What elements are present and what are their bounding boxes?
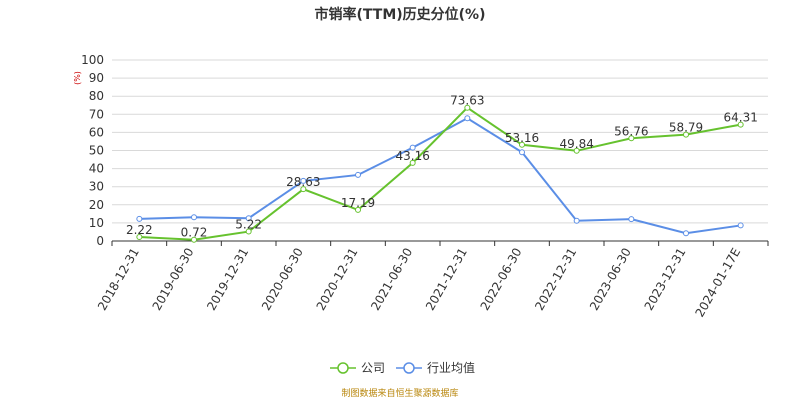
x-tick-label: 2019-06-30 bbox=[150, 246, 197, 313]
x-tick-label: 2023-06-30 bbox=[587, 246, 634, 313]
x-tick-label: 2022-06-30 bbox=[478, 246, 525, 313]
data-point bbox=[683, 230, 689, 237]
data-label: 17.19 bbox=[341, 196, 375, 210]
legend-marker bbox=[337, 362, 349, 374]
data-label: 73.63 bbox=[450, 94, 484, 108]
y-tick-label: 90 bbox=[89, 71, 104, 85]
x-tick-label: 2019-12-31 bbox=[204, 246, 251, 313]
data-point bbox=[245, 215, 252, 222]
data-point bbox=[136, 215, 143, 222]
x-tick-label: 2018-12-31 bbox=[95, 246, 142, 313]
data-point bbox=[191, 214, 197, 221]
data-label: 0.72 bbox=[181, 226, 208, 240]
data-label-layer: 2.22 0.72 5.22 28.63 17.19 43.16 73.63 53.16 49.… bbox=[126, 94, 758, 240]
data-point bbox=[355, 206, 361, 213]
source-note: 制图数据来自恒生聚源数据库 bbox=[341, 387, 458, 399]
series-line-1 bbox=[139, 117, 741, 235]
data-point bbox=[683, 131, 689, 138]
data-point bbox=[409, 159, 416, 166]
data-label: 5.22 bbox=[235, 218, 262, 232]
data-point bbox=[519, 149, 525, 156]
x-tick-label: 2020-06-30 bbox=[259, 246, 306, 313]
y-tick-label: 50 bbox=[89, 144, 104, 158]
y-tick-label: 0 bbox=[96, 234, 104, 248]
y-tick-label: 30 bbox=[89, 180, 104, 194]
y-tick-label: 80 bbox=[89, 89, 104, 103]
data-point bbox=[737, 222, 744, 229]
data-point bbox=[300, 186, 307, 193]
data-label: 64.31 bbox=[723, 111, 757, 125]
x-tick-label: 2023-12-31 bbox=[642, 246, 689, 313]
y-tick-label: 100 bbox=[81, 53, 104, 67]
data-point bbox=[300, 177, 307, 184]
data-label: 2.22 bbox=[126, 223, 153, 237]
data-point bbox=[519, 141, 525, 148]
data-point bbox=[191, 236, 197, 243]
data-point bbox=[573, 147, 580, 154]
data-label: 49.84 bbox=[559, 137, 593, 151]
y-tick-label: 60 bbox=[89, 125, 104, 139]
y-tick-label: 40 bbox=[89, 162, 104, 176]
data-point bbox=[136, 233, 143, 240]
data-label: 28.63 bbox=[286, 175, 320, 189]
data-label: 53.16 bbox=[505, 131, 539, 145]
data-point bbox=[245, 228, 252, 235]
data-label: 58.79 bbox=[669, 121, 703, 135]
legend-item-0[interactable]: 公司 bbox=[330, 361, 385, 375]
x-tick-label: 2022-12-31 bbox=[532, 246, 579, 313]
data-label: 56.76 bbox=[614, 124, 648, 138]
y-tick-label: 70 bbox=[89, 107, 104, 121]
data-point bbox=[628, 135, 635, 142]
legend-marker bbox=[403, 362, 415, 374]
legend[interactable]: 公司 行业均值 bbox=[330, 360, 475, 375]
data-point bbox=[573, 217, 580, 224]
series-line-0 bbox=[139, 106, 741, 241]
series-layer bbox=[136, 104, 744, 243]
data-point bbox=[409, 144, 416, 151]
data-point bbox=[464, 115, 471, 122]
y-axis-unit: (%) bbox=[73, 71, 82, 85]
legend-item-1[interactable]: 行业均值 bbox=[396, 360, 475, 375]
data-point bbox=[737, 121, 744, 128]
y-tick-label: 10 bbox=[89, 216, 104, 230]
legend-label: 公司 bbox=[361, 361, 385, 375]
y-tick-label: 20 bbox=[89, 198, 104, 212]
data-point bbox=[628, 216, 635, 223]
x-tick-label: 2024-01-17E bbox=[692, 246, 743, 320]
grid-layer bbox=[112, 59, 768, 242]
data-point bbox=[355, 171, 361, 178]
data-label: 43.16 bbox=[395, 149, 429, 163]
legend-label: 行业均值 bbox=[427, 360, 475, 375]
data-point bbox=[464, 104, 471, 111]
x-tick-label: 2020-12-31 bbox=[314, 246, 361, 313]
chart-title: 市销率(TTM)历史分位(%) bbox=[315, 6, 486, 23]
x-tick-label: 2021-12-31 bbox=[423, 246, 470, 313]
x-tick-label: 2021-06-30 bbox=[368, 246, 415, 313]
